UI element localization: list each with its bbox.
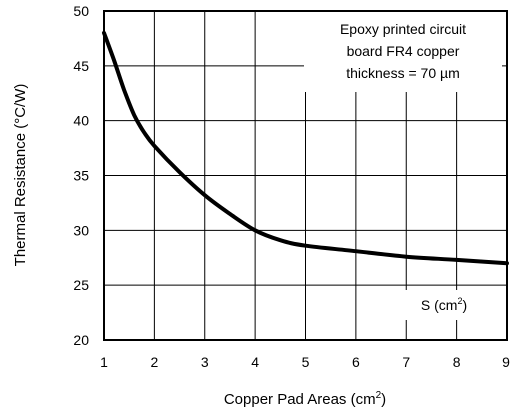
x-axis-title: Copper Pad Areas (cm2) xyxy=(224,390,386,408)
curve-label-text: S (cm xyxy=(421,297,458,313)
curve-label: S (cm2) xyxy=(421,296,467,313)
annotation-line-3: thickness = 70 µm xyxy=(346,65,460,81)
x-tick-label: 1 xyxy=(100,354,108,370)
x-tick-label: 9 xyxy=(502,354,510,370)
annotation-box xyxy=(304,12,502,92)
curve-label-bg xyxy=(398,290,490,320)
x-tick-label: 8 xyxy=(453,354,461,370)
x-tick-label: 3 xyxy=(201,354,209,370)
annotation-line-2: board FR4 copper xyxy=(347,43,460,59)
x-axis-title-text: Copper Pad Areas (cm xyxy=(224,391,376,408)
x-tick-label: 4 xyxy=(251,354,259,370)
plot-frame xyxy=(103,10,508,341)
y-tick-label: 40 xyxy=(73,113,89,129)
x-tick-label: 2 xyxy=(150,354,158,370)
y-tick-label: 20 xyxy=(73,332,89,348)
y-tick-label: 45 xyxy=(73,58,89,74)
y-tick-label: 35 xyxy=(73,168,89,184)
y-tick-label: 30 xyxy=(73,222,89,238)
curve-label-end: ) xyxy=(462,297,467,313)
x-tick-label: 7 xyxy=(402,354,410,370)
y-tick-label: 25 xyxy=(73,277,89,293)
y-tick-label: 50 xyxy=(73,3,89,19)
y-axis-title: Thermal Resistance (°C/W) xyxy=(12,84,29,267)
annotation-line-1: Epoxy printed circuit xyxy=(340,21,466,37)
x-axis-title-end: ) xyxy=(381,391,386,408)
curve-label-sup: 2 xyxy=(457,296,462,306)
thermal-resistance-curve xyxy=(102,30,509,266)
x-axis-title-sup: 2 xyxy=(376,390,382,401)
x-tick-label: 5 xyxy=(302,354,310,370)
x-tick-label: 6 xyxy=(352,354,360,370)
